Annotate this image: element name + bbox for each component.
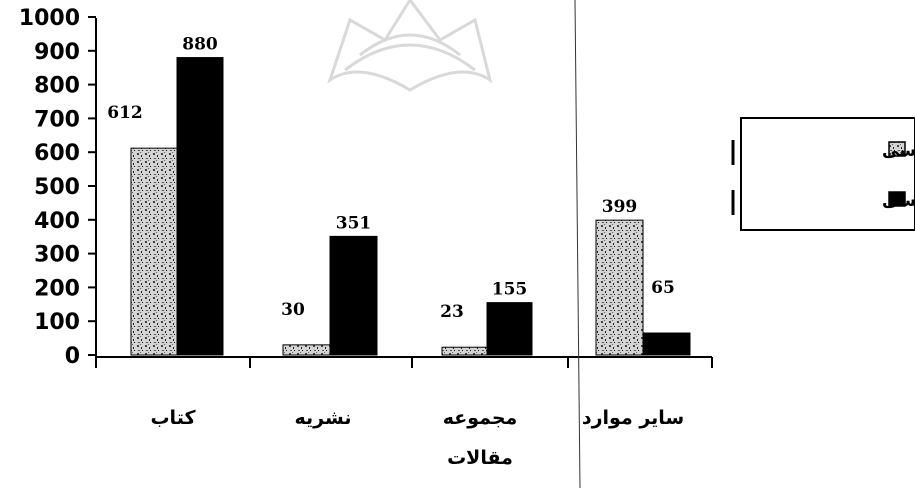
y-tick-label: 800 [34,74,80,99]
data-label: 880 [182,35,218,55]
bars [130,57,691,356]
bar-english-2 [486,302,533,356]
y-tick-label: 300 [34,243,80,268]
legend-box [740,117,915,231]
category-label: کتاب [150,407,196,429]
category-label: سایر موارد [582,407,684,429]
y-tick-label: 100 [34,310,80,335]
bar-persian-0 [130,147,178,356]
data-label: 351 [336,213,372,233]
data-label: 155 [492,280,528,300]
bar-persian-3 [595,219,644,356]
x-axis-ticks [95,357,713,368]
bar-english-1 [329,235,378,356]
bar-persian-1 [282,344,331,356]
y-tick-label: 1000 [19,6,80,31]
data-label: 399 [602,197,638,217]
scan-line [574,0,581,488]
y-tick-label: 900 [34,40,80,65]
bar-persian-2 [441,346,488,356]
bar-english-3 [642,332,691,356]
watermark-emblem [327,0,493,92]
y-tick-label: 0 [65,344,80,369]
category-label: مجموعه [443,407,518,429]
legend-swatch-english [888,191,906,207]
category-label: نشریه [295,407,352,429]
y-tick-label: 200 [34,276,80,301]
legend-label: منابع فارسی [882,141,915,161]
data-label: 65 [651,278,675,298]
y-tick-label: 400 [34,209,80,234]
category-label: مقالات [447,447,513,469]
bar-english-0 [176,57,224,356]
category-labels: کتاب نشریه مجموعه مقالات سایر موارد [150,407,684,469]
y-tick-label: 600 [34,141,80,166]
y-tick-label: 500 [34,175,80,200]
legend-swatch-persian [888,141,906,157]
data-labels: 612 30 23 399 880 351 155 65 [107,35,675,323]
data-label: 612 [107,103,143,123]
legend-label: منابع انگلیسی [882,190,915,211]
data-label: 23 [440,302,464,322]
legend: منابع فارسی منابع انگلیسی [731,117,915,231]
data-label: 30 [281,300,305,320]
y-tick-label: 700 [34,107,80,132]
